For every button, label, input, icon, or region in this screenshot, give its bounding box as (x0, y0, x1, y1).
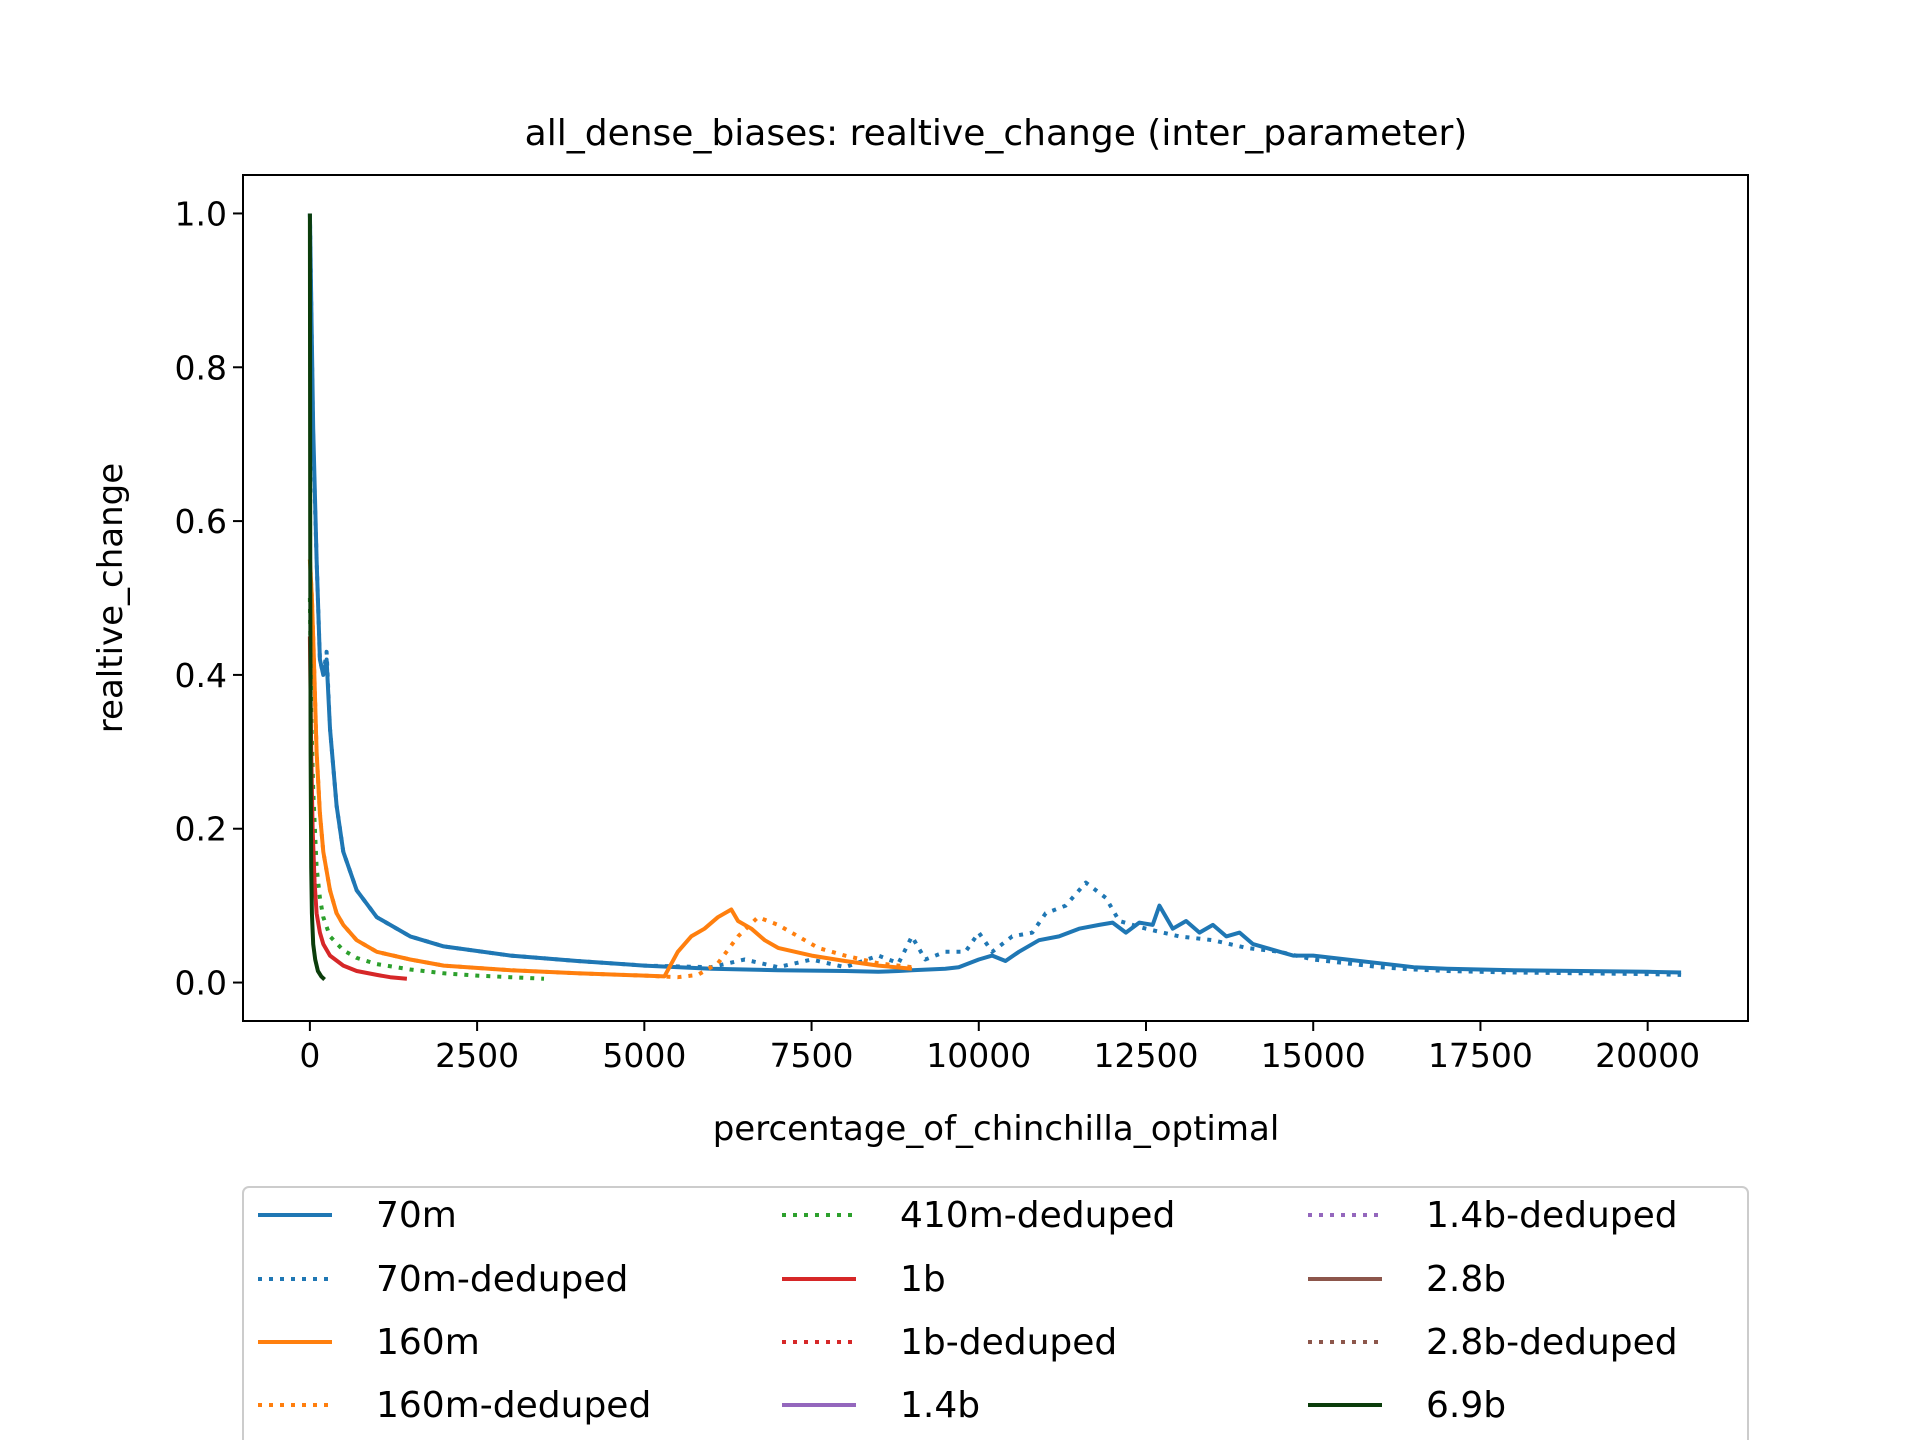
series-line-3 (307, 559, 913, 980)
legend-label-10: 2.8b-deduped (1426, 1322, 1678, 1363)
legend-label-11: 6.9b (1426, 1385, 1506, 1426)
series-layer (307, 213, 1682, 981)
legend-label-5: 1b (900, 1259, 946, 1300)
x-tick-label: 17500 (1428, 1036, 1533, 1075)
y-tick-label: 0.6 (175, 502, 227, 541)
series-line-11 (307, 213, 326, 981)
series-line-4 (307, 597, 545, 981)
x-tick-label: 5000 (602, 1036, 686, 1075)
y-axis: 0.0 0.2 0.4 0.6 0.8 1.0 (175, 194, 243, 1003)
chart-title: all_dense_biases: realtive_change (inter… (525, 113, 1468, 154)
x-tick-label: 2500 (435, 1036, 519, 1075)
y-tick-label: 1.0 (175, 194, 227, 233)
y-tick-label: 0.0 (175, 964, 227, 1003)
y-tick-label: 0.4 (175, 656, 227, 695)
x-tick-label: 15000 (1261, 1036, 1366, 1075)
legend-label-2: 160m (376, 1322, 480, 1363)
series-line-2 (307, 559, 913, 979)
x-axis-label: percentage_of_chinchilla_optimal (713, 1109, 1280, 1149)
legend-label-3: 160m-deduped (376, 1385, 651, 1426)
legend-label-8: 1.4b-deduped (1426, 1195, 1678, 1236)
legend-frame (242, 1186, 1749, 1440)
x-tick-label: 10000 (926, 1036, 1031, 1075)
y-tick-label: 0.8 (175, 348, 227, 387)
series-line-1 (307, 213, 1682, 977)
legend-label-1: 70m-deduped (376, 1259, 628, 1300)
y-axis-label: realtive_change (91, 463, 131, 733)
x-axis: 0 2500 5000 7500 10000 12500 15000 17500 20000 (299, 1021, 1700, 1075)
x-tick-label: 20000 (1595, 1036, 1700, 1075)
legend: 70m 70m-deduped 160m 160m-deduped 410m-dedup… (242, 1186, 1749, 1440)
x-tick-label: 12500 (1094, 1036, 1199, 1075)
legend-label-4: 410m-deduped (900, 1195, 1175, 1236)
y-tick-label: 0.2 (175, 810, 227, 849)
x-tick-label: 0 (299, 1036, 320, 1075)
legend-label-6: 1b-deduped (900, 1322, 1117, 1363)
x-tick-label: 7500 (770, 1036, 854, 1075)
legend-label-9: 2.8b (1426, 1259, 1506, 1300)
legend-label-7: 1.4b (900, 1385, 980, 1426)
legend-label-0: 70m (376, 1195, 457, 1236)
plot-frame (242, 174, 1749, 1022)
series-line-0 (307, 213, 1682, 975)
